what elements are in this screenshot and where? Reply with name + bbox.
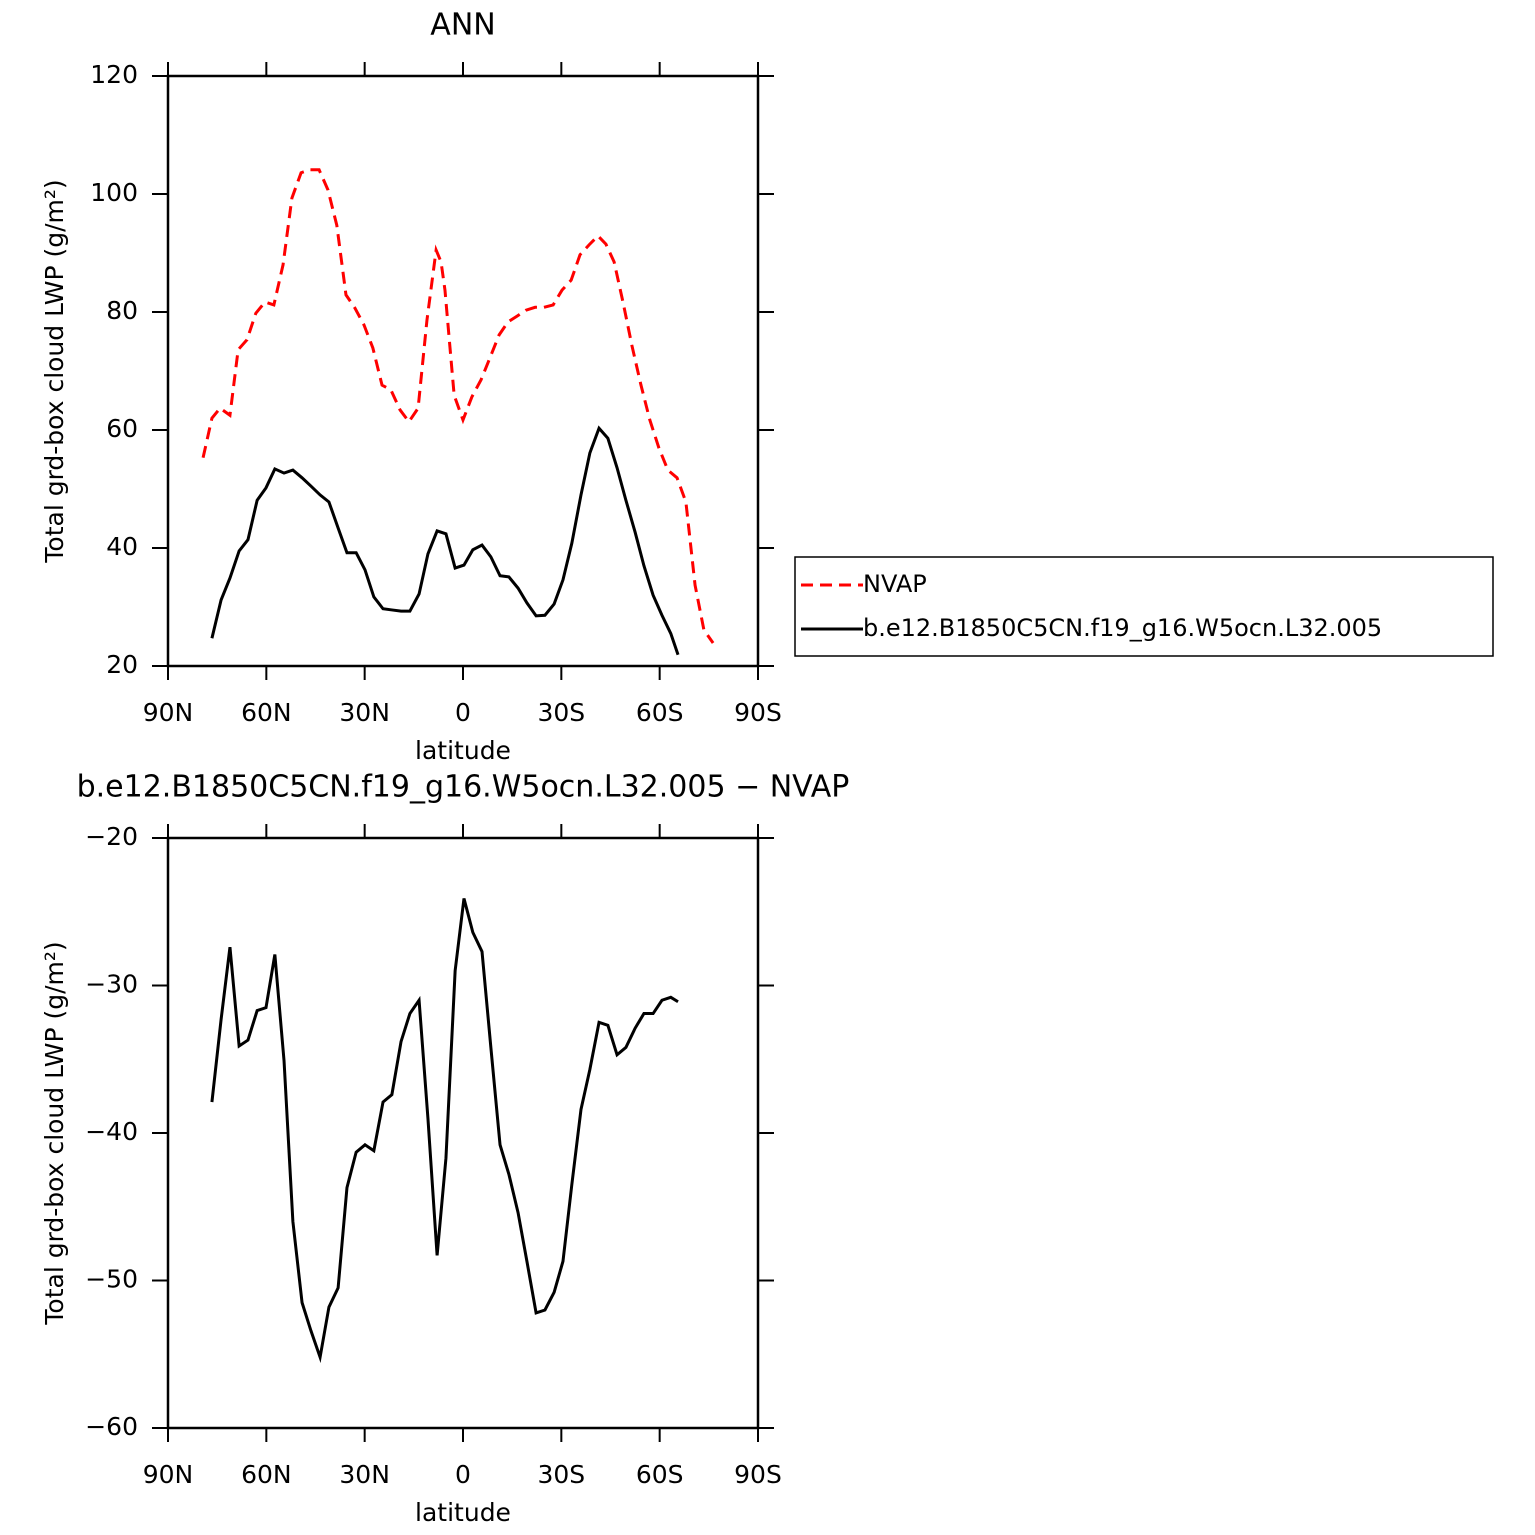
x-tick-label: 60S (636, 1460, 684, 1489)
x-axis-label: latitude (415, 736, 511, 765)
x-tick-label: 60S (636, 698, 684, 727)
x-tick-label: 90S (734, 698, 782, 727)
y-axis-label: Total grd-box cloud LWP (g/m²) (40, 179, 69, 563)
chart-title: ANN (430, 8, 495, 43)
x-tick-label: 30N (339, 698, 390, 727)
y-tick-label: 40 (106, 532, 138, 561)
x-tick-label: 30S (537, 1460, 585, 1489)
x-tick-label: 60N (241, 698, 292, 727)
x-tick-label: 0 (455, 1460, 471, 1489)
x-tick-label: 30N (339, 1460, 390, 1489)
x-tick-label: 90N (143, 1460, 194, 1489)
y-tick-label: 120 (90, 60, 138, 89)
plot-frame (166, 836, 760, 1430)
y-axis-label: Total grd-box cloud LWP (g/m²) (40, 941, 69, 1325)
y-tick-label: −30 (85, 970, 138, 999)
x-tick-label: 90S (734, 1460, 782, 1489)
legend-label: NVAP (863, 570, 927, 598)
x-tick-label: 60N (241, 1460, 292, 1489)
y-tick-label: −60 (85, 1412, 138, 1441)
y-tick-label: 80 (106, 296, 138, 325)
plot: ANN 90N 60N 30N 0 30S 60S 90S 20 40 60 80 100 120 lati… (40, 8, 1494, 765)
plot: b.e12.B1850C5CN.f19_g16.W5ocn.L32.005 − … (40, 770, 849, 1528)
x-tick-label: 0 (455, 698, 471, 727)
data-line (210, 425, 680, 656)
chart-title: b.e12.B1850C5CN.f19_g16.W5ocn.L32.005 − … (77, 770, 850, 805)
y-tick-label: −40 (85, 1117, 138, 1146)
y-tick-label: 100 (90, 178, 138, 207)
plot-frame (166, 74, 760, 668)
legend-box (794, 556, 1494, 657)
data-line (201, 168, 715, 644)
x-axis-label: latitude (415, 1498, 511, 1527)
y-tick-label: 20 (106, 650, 138, 679)
data-line (210, 898, 679, 1364)
y-tick-label: 60 (106, 414, 138, 443)
x-tick-label: 90N (143, 698, 194, 727)
y-tick-label: −20 (85, 822, 138, 851)
legend-label: b.e12.B1850C5CN.f19_g16.W5ocn.L32.005 (863, 614, 1382, 642)
y-tick-label: −50 (85, 1265, 138, 1294)
x-tick-label: 30S (537, 698, 585, 727)
